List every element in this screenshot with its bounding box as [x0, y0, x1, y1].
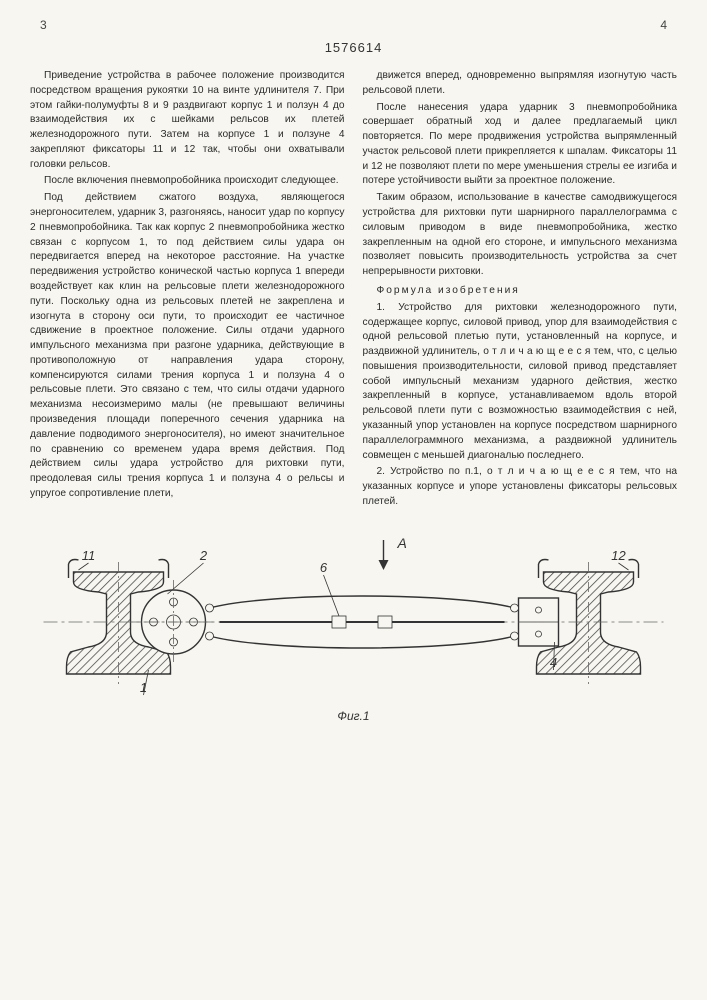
para: Приведение устройства в рабочее положени… — [30, 69, 345, 172]
para: После нанесения удара ударник 3 пневмопр… — [363, 101, 678, 190]
para: Под действием сжатого воздуха, являющего… — [30, 191, 345, 501]
figure-svg: A 11 2 6 12 1 4 — [30, 532, 677, 702]
page-header: 3 4 — [30, 18, 677, 32]
formula-title: Формула изобретения — [363, 284, 678, 299]
para: движется вперед, одновременно выпрямляя … — [363, 69, 678, 99]
page-num-left: 3 — [40, 18, 47, 32]
svg-text:4: 4 — [550, 655, 557, 670]
page-num-right: 4 — [660, 18, 667, 32]
svg-text:A: A — [397, 535, 407, 551]
para: Таким образом, использование в качестве … — [363, 191, 678, 280]
figure-1: A 11 2 6 12 1 4 Фиг.1 — [30, 532, 677, 752]
document-number: 1576614 — [30, 40, 677, 55]
claim: 1. Устройство для рихтовки железнодорожн… — [363, 301, 678, 464]
text-columns: Приведение устройства в рабочее положени… — [30, 69, 677, 512]
svg-text:2: 2 — [199, 548, 208, 563]
svg-text:1: 1 — [140, 680, 147, 695]
left-column: Приведение устройства в рабочее положени… — [30, 69, 345, 512]
right-column: движется вперед, одновременно выпрямляя … — [363, 69, 678, 512]
figure-caption: Фиг.1 — [30, 709, 677, 723]
claim: 2. Устройство по п.1, о т л и ч а ю щ е … — [363, 465, 678, 509]
svg-text:12: 12 — [611, 548, 626, 563]
svg-text:11: 11 — [82, 548, 96, 563]
svg-text:6: 6 — [320, 560, 328, 575]
para: После включения пневмопробойника происхо… — [30, 174, 345, 189]
